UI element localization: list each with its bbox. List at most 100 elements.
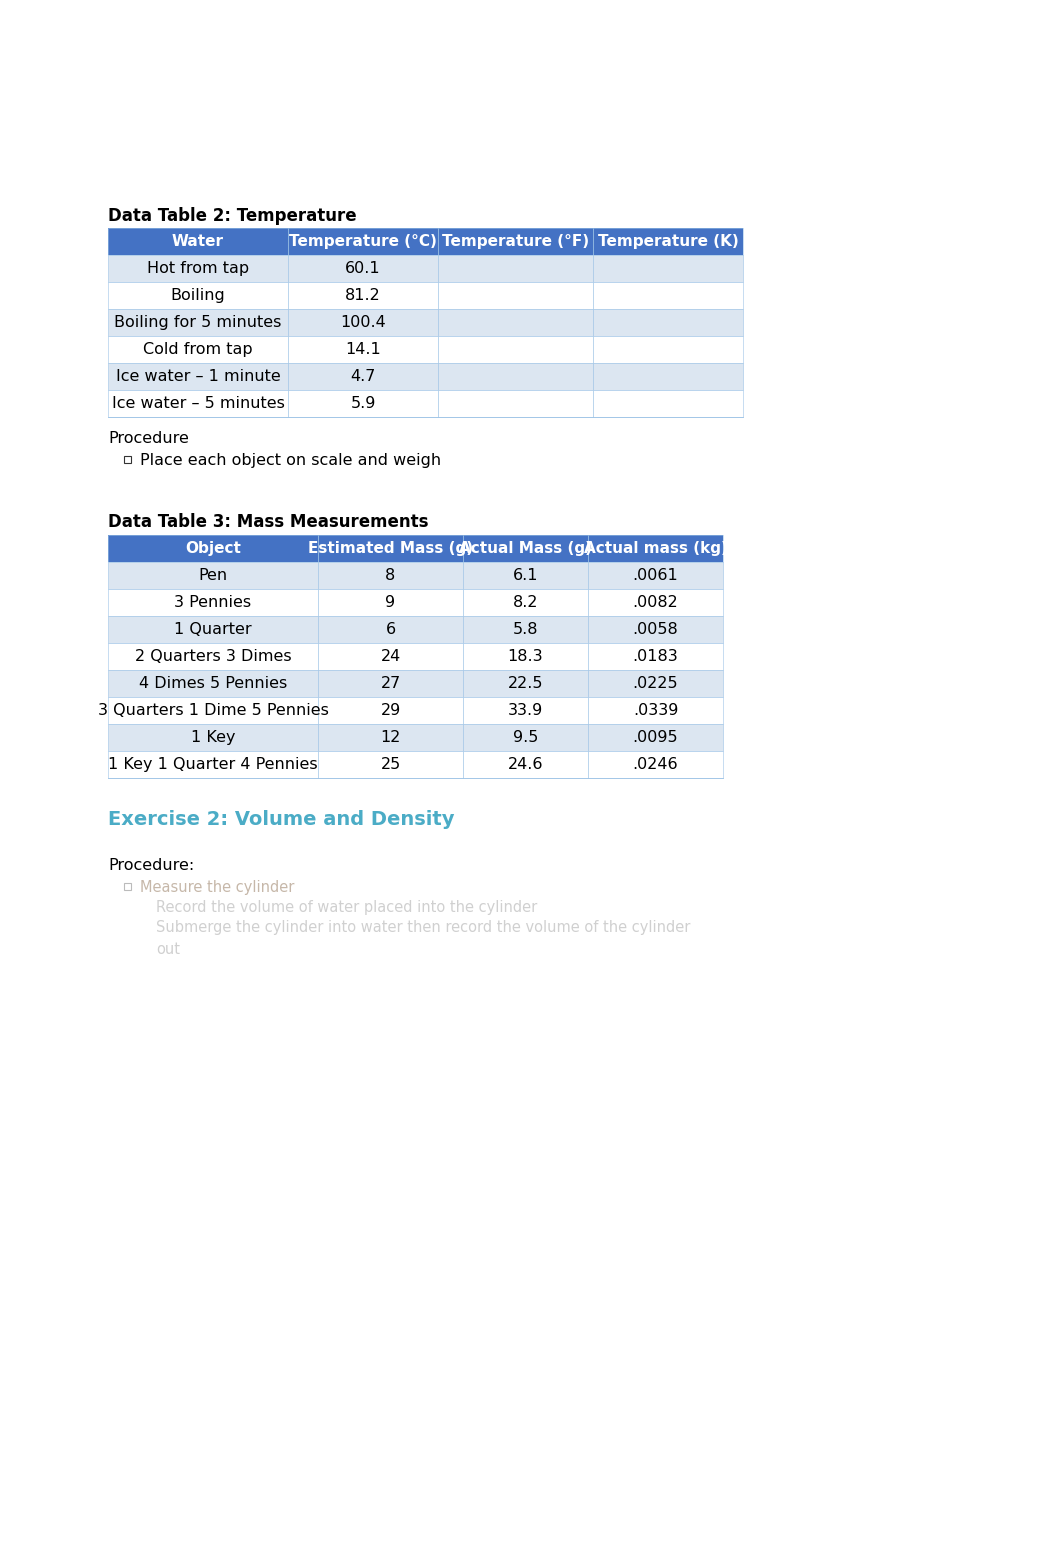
Text: 18.3: 18.3 xyxy=(508,649,544,664)
Bar xyxy=(318,562,463,590)
Bar xyxy=(318,616,463,643)
Bar xyxy=(108,752,318,778)
Text: 1 Key: 1 Key xyxy=(191,730,236,745)
Text: Water: Water xyxy=(172,233,224,249)
Text: Procedure:: Procedure: xyxy=(108,857,194,873)
Text: Place each object on scale and weigh: Place each object on scale and weigh xyxy=(140,453,441,468)
Bar xyxy=(124,456,131,464)
Bar xyxy=(108,616,318,643)
Bar xyxy=(108,229,743,255)
Bar xyxy=(588,643,723,671)
Text: Measure the cylinder: Measure the cylinder xyxy=(140,881,294,895)
Text: 2 Quarters 3 Dimes: 2 Quarters 3 Dimes xyxy=(135,649,291,664)
Text: Boiling: Boiling xyxy=(171,288,225,303)
Bar xyxy=(108,590,318,616)
Bar xyxy=(463,590,588,616)
Bar xyxy=(108,697,318,724)
Bar xyxy=(438,391,593,417)
Text: Cold from tap: Cold from tap xyxy=(143,342,253,356)
Bar xyxy=(588,752,723,778)
Text: Boiling for 5 minutes: Boiling for 5 minutes xyxy=(115,314,281,330)
Text: 9: 9 xyxy=(386,594,395,610)
Text: .0183: .0183 xyxy=(633,649,679,664)
Bar xyxy=(463,671,588,697)
Bar xyxy=(108,255,288,282)
Text: 5.8: 5.8 xyxy=(513,622,538,636)
Bar xyxy=(438,336,593,363)
Bar xyxy=(288,282,438,310)
Text: Hot from tap: Hot from tap xyxy=(147,261,250,275)
Bar xyxy=(438,363,593,391)
Text: Estimated Mass (g): Estimated Mass (g) xyxy=(308,541,473,555)
Text: 8.2: 8.2 xyxy=(513,594,538,610)
Bar xyxy=(108,724,318,752)
Text: 1 Quarter: 1 Quarter xyxy=(174,622,252,636)
Text: 3 Pennies: 3 Pennies xyxy=(174,594,252,610)
Text: Procedure: Procedure xyxy=(108,431,189,447)
Text: .0058: .0058 xyxy=(633,622,679,636)
Text: 27: 27 xyxy=(380,675,400,691)
Text: 6.1: 6.1 xyxy=(513,568,538,584)
Text: Submerge the cylinder into water then record the volume of the cylinder: Submerge the cylinder into water then re… xyxy=(156,920,690,935)
Bar xyxy=(593,229,743,255)
Bar xyxy=(588,616,723,643)
Bar xyxy=(463,697,588,724)
Bar xyxy=(288,391,438,417)
Bar xyxy=(438,282,593,310)
Bar xyxy=(108,282,288,310)
Bar xyxy=(593,336,743,363)
Text: 1 Key 1 Quarter 4 Pennies: 1 Key 1 Quarter 4 Pennies xyxy=(108,758,318,772)
Text: .0246: .0246 xyxy=(633,758,679,772)
Bar xyxy=(318,752,463,778)
Text: 5.9: 5.9 xyxy=(350,395,376,411)
Bar xyxy=(593,255,743,282)
Text: Data Table 2: Temperature: Data Table 2: Temperature xyxy=(108,207,357,226)
Text: 3 Quarters 1 Dime 5 Pennies: 3 Quarters 1 Dime 5 Pennies xyxy=(98,703,328,717)
Bar xyxy=(438,310,593,336)
Text: Actual mass (kg): Actual mass (kg) xyxy=(583,541,727,555)
Text: 24.6: 24.6 xyxy=(508,758,544,772)
Bar xyxy=(318,671,463,697)
Bar xyxy=(588,535,723,562)
Bar xyxy=(108,336,288,363)
Text: 8: 8 xyxy=(386,568,396,584)
Text: Temperature (K): Temperature (K) xyxy=(598,233,738,249)
Bar xyxy=(318,535,463,562)
Bar xyxy=(593,391,743,417)
Text: 12: 12 xyxy=(380,730,400,745)
Text: .0061: .0061 xyxy=(633,568,679,584)
Bar xyxy=(463,535,588,562)
Bar xyxy=(588,671,723,697)
Bar xyxy=(108,535,318,562)
Bar xyxy=(108,229,288,255)
Bar xyxy=(463,724,588,752)
Text: Exercise 2: Volume and Density: Exercise 2: Volume and Density xyxy=(108,811,455,829)
Bar xyxy=(438,255,593,282)
Text: Record the volume of water placed into the cylinder: Record the volume of water placed into t… xyxy=(156,899,537,915)
Text: Object: Object xyxy=(185,541,241,555)
Bar xyxy=(463,752,588,778)
Bar xyxy=(288,363,438,391)
Text: .0225: .0225 xyxy=(633,675,679,691)
Bar xyxy=(318,590,463,616)
Text: .0082: .0082 xyxy=(633,594,679,610)
Text: 100.4: 100.4 xyxy=(340,314,386,330)
Text: 9.5: 9.5 xyxy=(513,730,538,745)
Bar xyxy=(463,643,588,671)
Text: 29: 29 xyxy=(380,703,400,717)
Bar xyxy=(108,671,318,697)
Bar xyxy=(593,363,743,391)
Bar xyxy=(108,643,318,671)
Text: 4 Dimes 5 Pennies: 4 Dimes 5 Pennies xyxy=(139,675,287,691)
Bar xyxy=(588,562,723,590)
Text: 33.9: 33.9 xyxy=(508,703,543,717)
Bar xyxy=(108,391,288,417)
Text: Data Table 3: Mass Measurements: Data Table 3: Mass Measurements xyxy=(108,513,428,531)
Text: Temperature (°C): Temperature (°C) xyxy=(289,233,436,249)
Bar xyxy=(318,724,463,752)
Text: Ice water – 1 minute: Ice water – 1 minute xyxy=(116,369,280,384)
Text: 60.1: 60.1 xyxy=(345,261,381,275)
Bar xyxy=(463,616,588,643)
Bar xyxy=(588,697,723,724)
Bar xyxy=(588,590,723,616)
